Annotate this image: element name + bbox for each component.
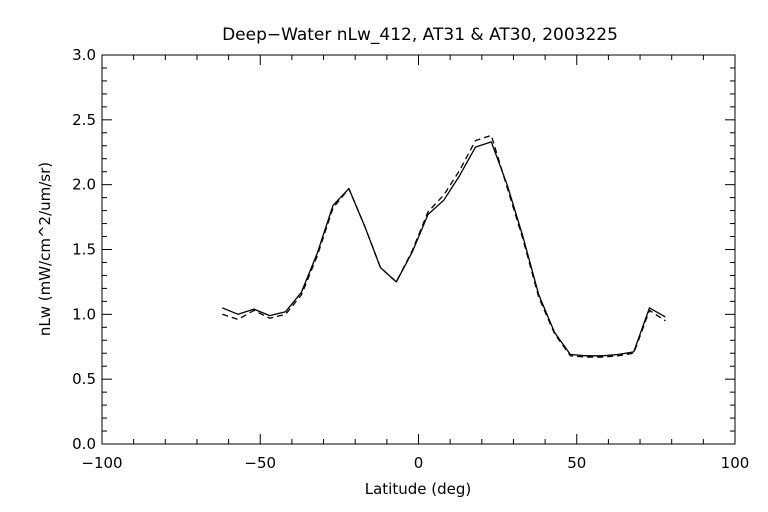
x-tick-label: −100: [81, 454, 122, 472]
y-tick-label: 2.0: [72, 176, 96, 194]
series-line-dashed: [222, 134, 666, 358]
y-tick-label: 0.5: [72, 370, 96, 388]
x-tick-label: 0: [414, 454, 424, 472]
plot-frame: [101, 54, 736, 445]
axis-ticks: [101, 54, 736, 445]
y-tick-labels: 0.0 0.5 1.0 1.5 2.0 2.5 3.0: [72, 46, 96, 453]
y-tick-label: 0.0: [72, 435, 96, 453]
x-axis-label: Latitude (deg): [365, 480, 471, 498]
y-tick-label: 2.5: [72, 111, 96, 129]
x-tick-label: 50: [567, 454, 586, 472]
y-axis-label: nLw (mW/cm^2/um/sr): [36, 162, 54, 336]
series-line-solid: [222, 141, 666, 357]
x-tick-label: −50: [244, 454, 276, 472]
chart-title: Deep−Water nLw_412, AT31 & AT30, 2003225: [222, 25, 618, 45]
y-tick-label: 3.0: [72, 46, 96, 64]
x-tick-label: 100: [721, 454, 750, 472]
x-tick-labels: −100 −50 0 50 100: [81, 454, 749, 472]
series-group: [222, 134, 666, 358]
y-tick-label: 1.5: [72, 241, 96, 259]
y-tick-label: 1.0: [72, 305, 96, 323]
